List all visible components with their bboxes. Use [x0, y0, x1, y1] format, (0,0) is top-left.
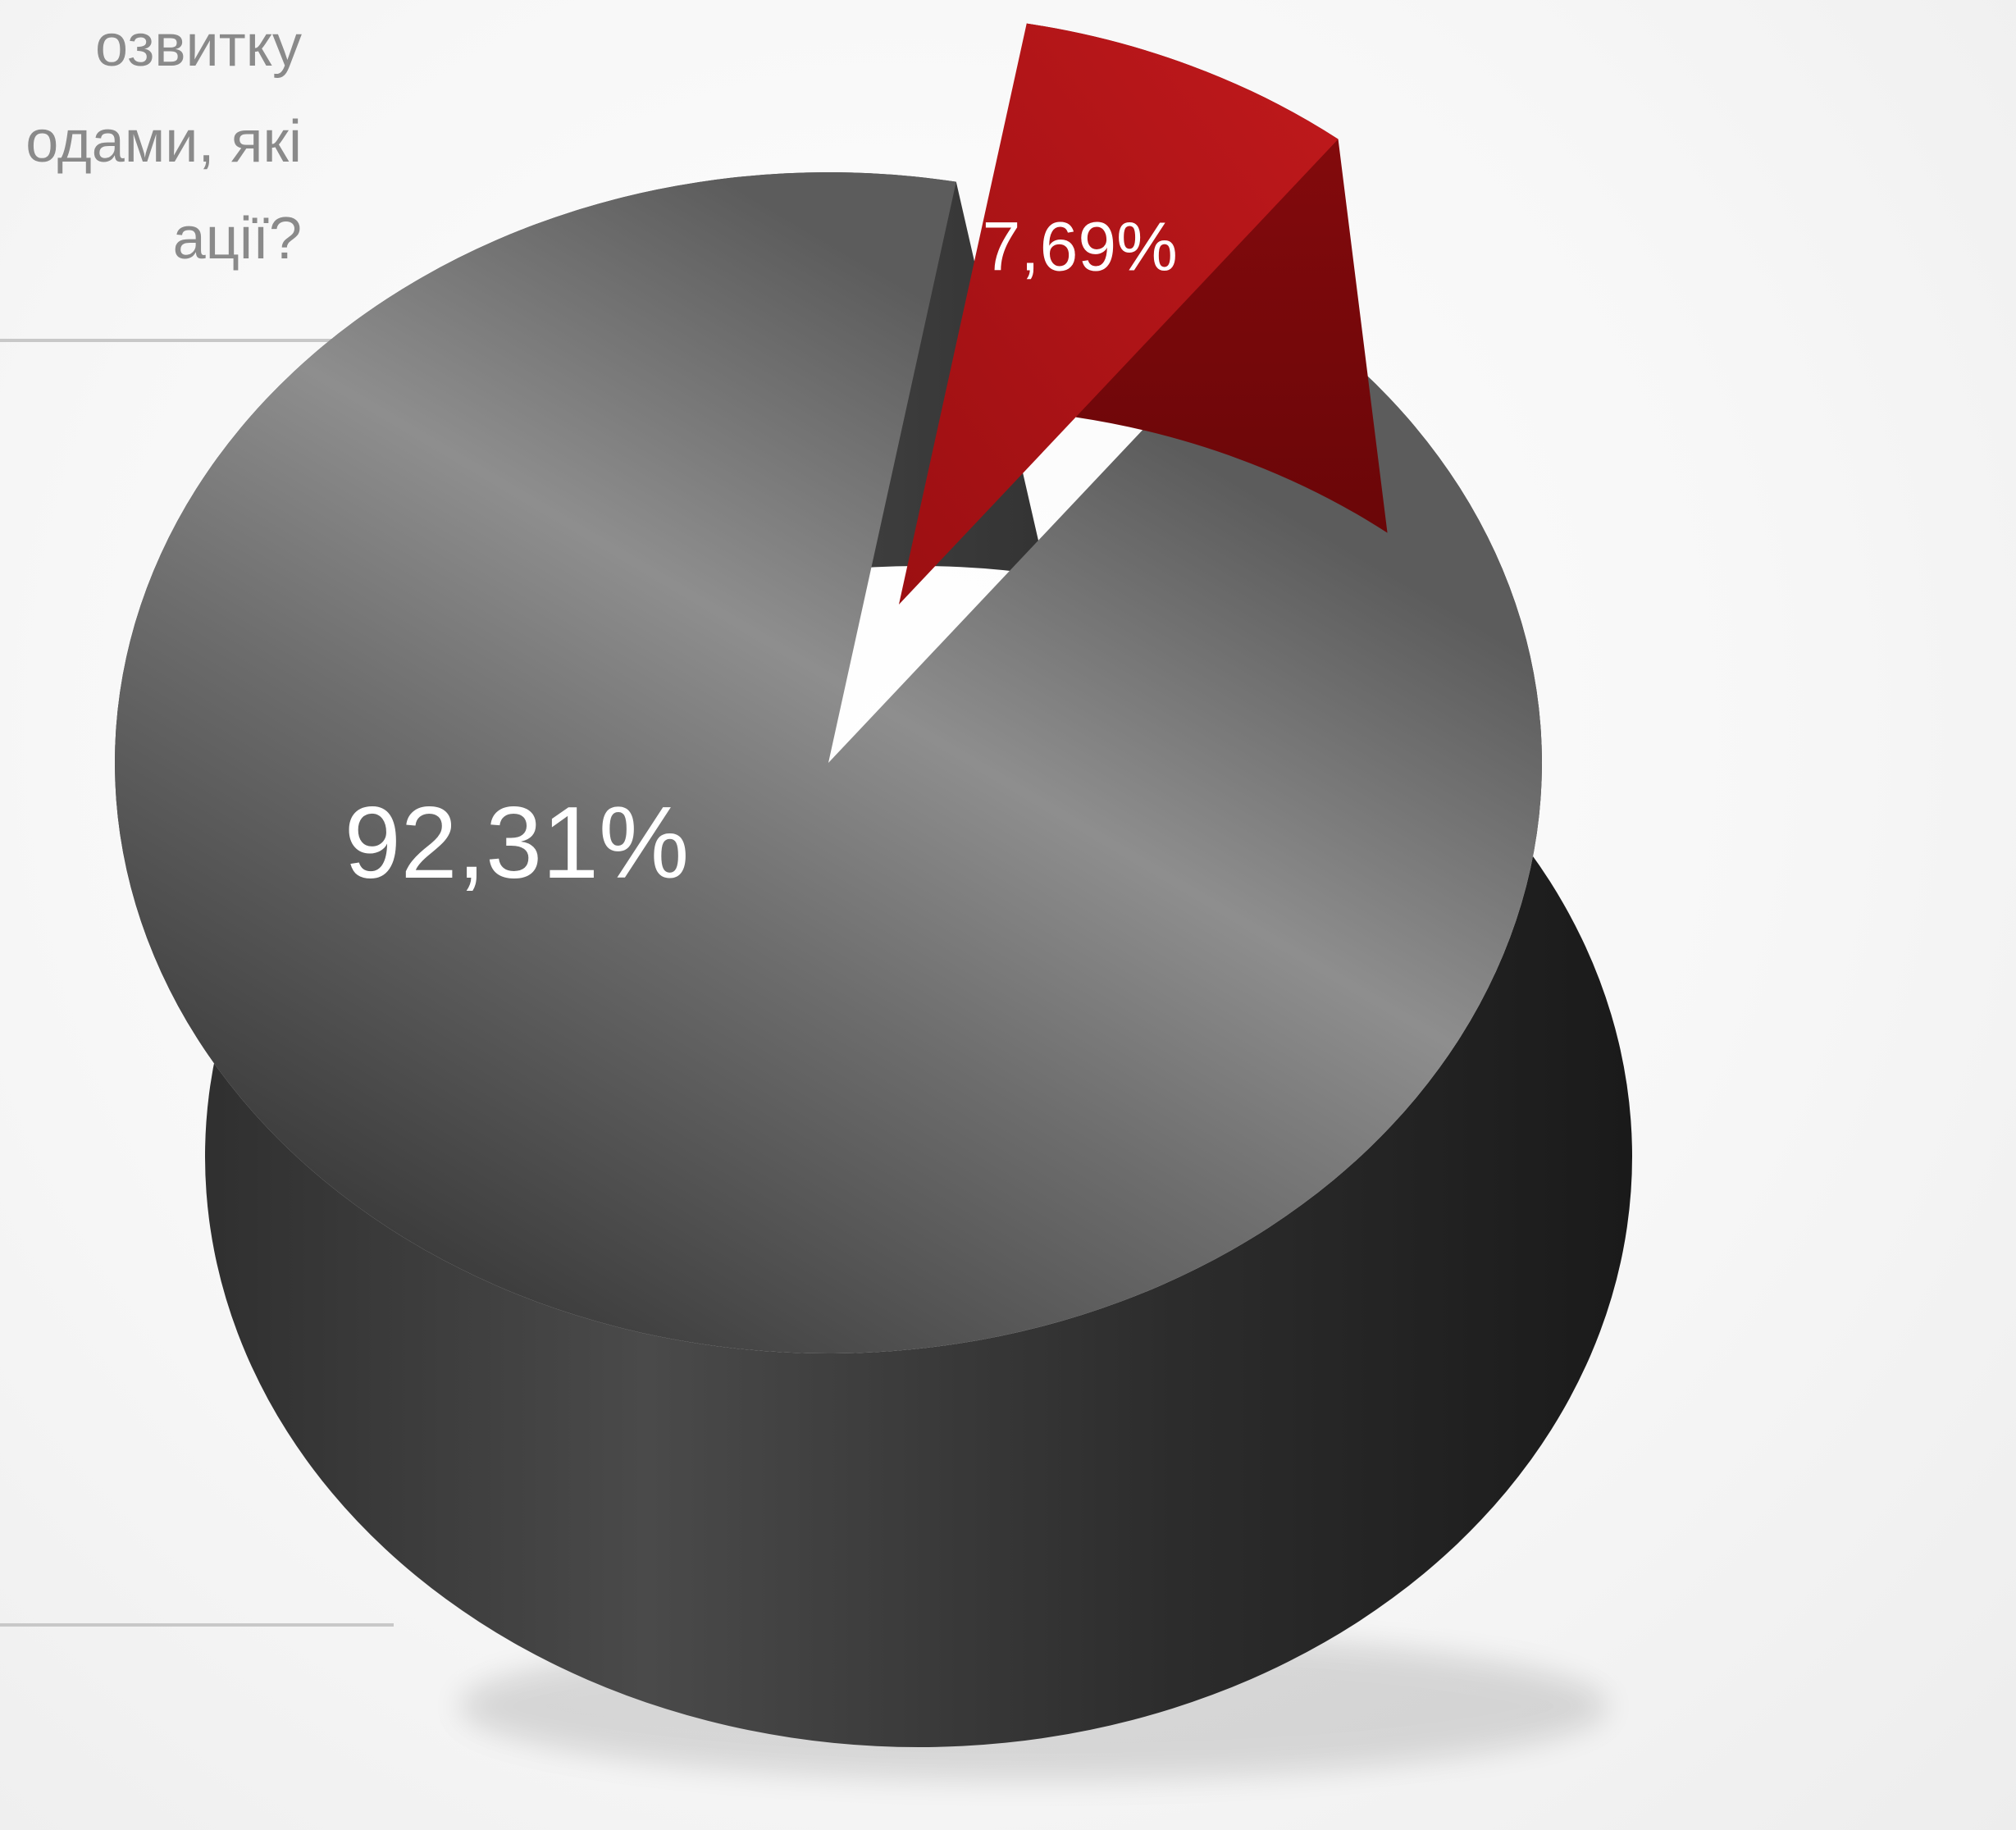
slice-label-minor: 7,69% — [983, 208, 1178, 285]
pie-labels: 92,31% 7,69% — [344, 208, 1178, 900]
question-line: ації? — [172, 206, 302, 272]
divider-top — [0, 339, 394, 342]
pie-slice-minor — [898, 23, 1339, 605]
question-line: одами, які — [25, 109, 302, 175]
question-text: озвитку одами, які ації? — [0, 0, 312, 295]
question-line: озвитку — [95, 13, 302, 79]
divider-bottom — [0, 1623, 394, 1627]
pie-slice-major — [114, 172, 1542, 1354]
slice-label-major: 92,31% — [344, 787, 690, 900]
pie-slices — [114, 23, 1632, 1747]
